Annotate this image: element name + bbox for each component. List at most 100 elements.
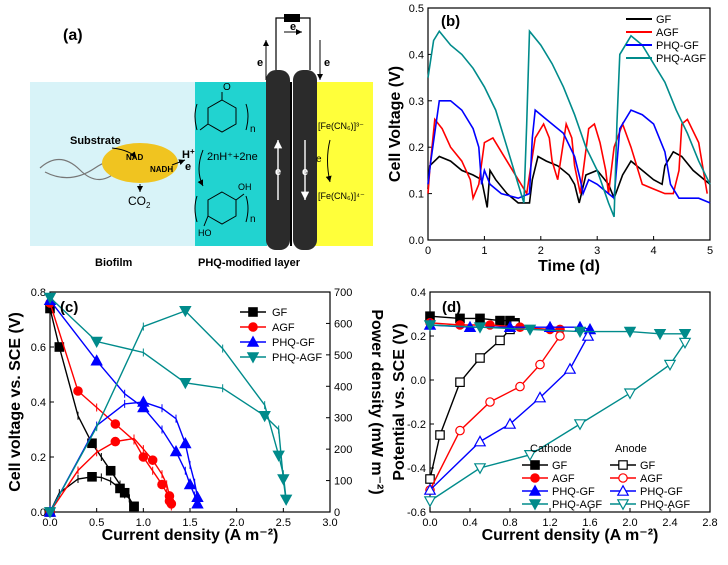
legend-label: AGF: [640, 473, 663, 485]
anode-point: [503, 417, 517, 429]
polarization-point: [110, 419, 121, 429]
anode-point: [563, 362, 577, 374]
power-point: [129, 501, 139, 512]
hydroquinone-ho-label: HO: [198, 228, 212, 238]
cathode-point: [495, 315, 505, 326]
polarization-line-PHQ-GF: [49, 299, 199, 505]
legend-label: PHQ-AGF: [272, 352, 322, 364]
y-tick-label: -0.2: [407, 419, 426, 431]
cathode-point: [653, 329, 667, 341]
power-point: [147, 455, 158, 465]
cathode-inner-e: e: [302, 166, 308, 178]
cathode-point: [423, 320, 437, 332]
legend-label: GF: [272, 307, 288, 319]
polarization-point: [90, 354, 103, 366]
legend-marker: [248, 322, 258, 332]
y-tick-label: 0.4: [31, 397, 46, 409]
quinone-structure: [194, 92, 249, 133]
power-point: [166, 499, 177, 509]
y-tick-label: 0.2: [409, 142, 424, 154]
polarization-point: [105, 465, 116, 476]
polarization-point: [169, 445, 183, 457]
anode-line-GF: [429, 324, 516, 480]
legend-marker: [246, 352, 260, 364]
cathode-electron-label: e: [324, 57, 330, 69]
plot-frame: [429, 291, 711, 513]
hydroquinone-oh-label: OH: [238, 182, 252, 192]
reduction-e-label: e: [316, 154, 322, 165]
co2-main: CO: [128, 194, 146, 208]
anode-point: [435, 430, 445, 440]
substrate-arrow: [111, 147, 137, 159]
legend-label: AGF: [552, 473, 575, 485]
polarization-point: [90, 336, 103, 348]
circuit-electron-label: e: [290, 21, 296, 33]
series-line-PHQ-GF: [427, 100, 711, 204]
reduction-arrow: [325, 139, 332, 183]
panel-label: (c): [60, 299, 78, 316]
anode-point: [533, 391, 547, 403]
y2-tick-label: 100: [334, 476, 352, 488]
quinone-n-label: n: [250, 124, 256, 135]
legend-marker: [530, 473, 540, 483]
anode-point: [473, 463, 487, 475]
anode-point: [495, 335, 505, 346]
cathode-point: [543, 320, 557, 332]
x-tick-label: 0.8: [502, 517, 517, 529]
y-tick-label: 0.1: [409, 189, 424, 201]
x-tick-label: 1.6: [582, 517, 597, 529]
nad-label: NAD: [126, 153, 144, 162]
y2-tick-label: 600: [334, 318, 352, 330]
cathode-point: [475, 313, 485, 324]
power-point: [115, 483, 125, 494]
polarization-point: [191, 497, 204, 509]
legend-group-cathode: Cathode: [530, 443, 572, 455]
y-axis-title: Cell voltage vs. SCE (V): [7, 312, 24, 492]
legend-label: PHQ-AGF: [640, 499, 690, 511]
panel-c-chart: 0.0 0.5 1.0 1.5 2.0 2.5 3.0 0.0 0.2 0.4 0.6 0.8 0 100…: [7, 287, 385, 544]
x-tick-label: 2.8: [702, 517, 717, 529]
anode-point: [515, 381, 525, 392]
x-tick-label: 0.4: [462, 517, 477, 529]
anode-point: [663, 359, 677, 372]
legend-marker: [618, 460, 628, 470]
ferricyanide-label: [Fe(CN₆)]³⁻: [318, 121, 364, 131]
y-tick-label: 0.8: [31, 287, 46, 299]
anode-point: [423, 483, 437, 495]
legend-marker: [530, 460, 540, 470]
legend-marker: [618, 473, 628, 483]
polarization-point: [179, 377, 192, 390]
x-tick-label: 1.0: [136, 517, 151, 529]
x-tick-label: 0: [425, 245, 431, 257]
x-axis-title: Current density (A m⁻²): [102, 527, 279, 544]
x-tick-label: 3.0: [322, 517, 337, 529]
legend-label: PHQ-GF: [552, 486, 595, 498]
cathode-point: [473, 322, 487, 334]
y-tick-label: 0.5: [409, 3, 424, 15]
x-tick-label: 2.0: [229, 517, 244, 529]
y2-tick-label: 0: [334, 507, 340, 519]
resistor-icon: [284, 14, 300, 22]
series-line-GF: [427, 150, 711, 208]
polarization-point: [157, 479, 167, 490]
co2-subscript: 2: [146, 201, 151, 210]
bacteria-to-layer-arrow: [171, 159, 186, 166]
anode-electron-label: e: [257, 57, 263, 69]
legend-label: GF: [640, 460, 656, 472]
power-point: [164, 491, 175, 501]
x-tick-label: 3: [594, 245, 600, 257]
cathode-point: [573, 326, 587, 339]
substrate-label: Substrate: [70, 135, 121, 147]
anode-point: [423, 496, 437, 508]
legend-label: PHQ-AGF: [552, 499, 602, 511]
anode-point: [473, 435, 487, 447]
anode-point: [523, 450, 537, 462]
y-tick-label: -0.6: [407, 507, 426, 519]
hydroquinone-n-label: n: [250, 214, 256, 225]
x-axis-title: Current density (A m⁻²): [482, 527, 659, 544]
legend-group-anode: Anode: [615, 443, 647, 455]
polarization-point: [138, 452, 149, 462]
panel-a-label: (a): [63, 27, 83, 44]
legend-label: PHQ-GF: [656, 40, 699, 52]
power-point: [87, 472, 97, 482]
